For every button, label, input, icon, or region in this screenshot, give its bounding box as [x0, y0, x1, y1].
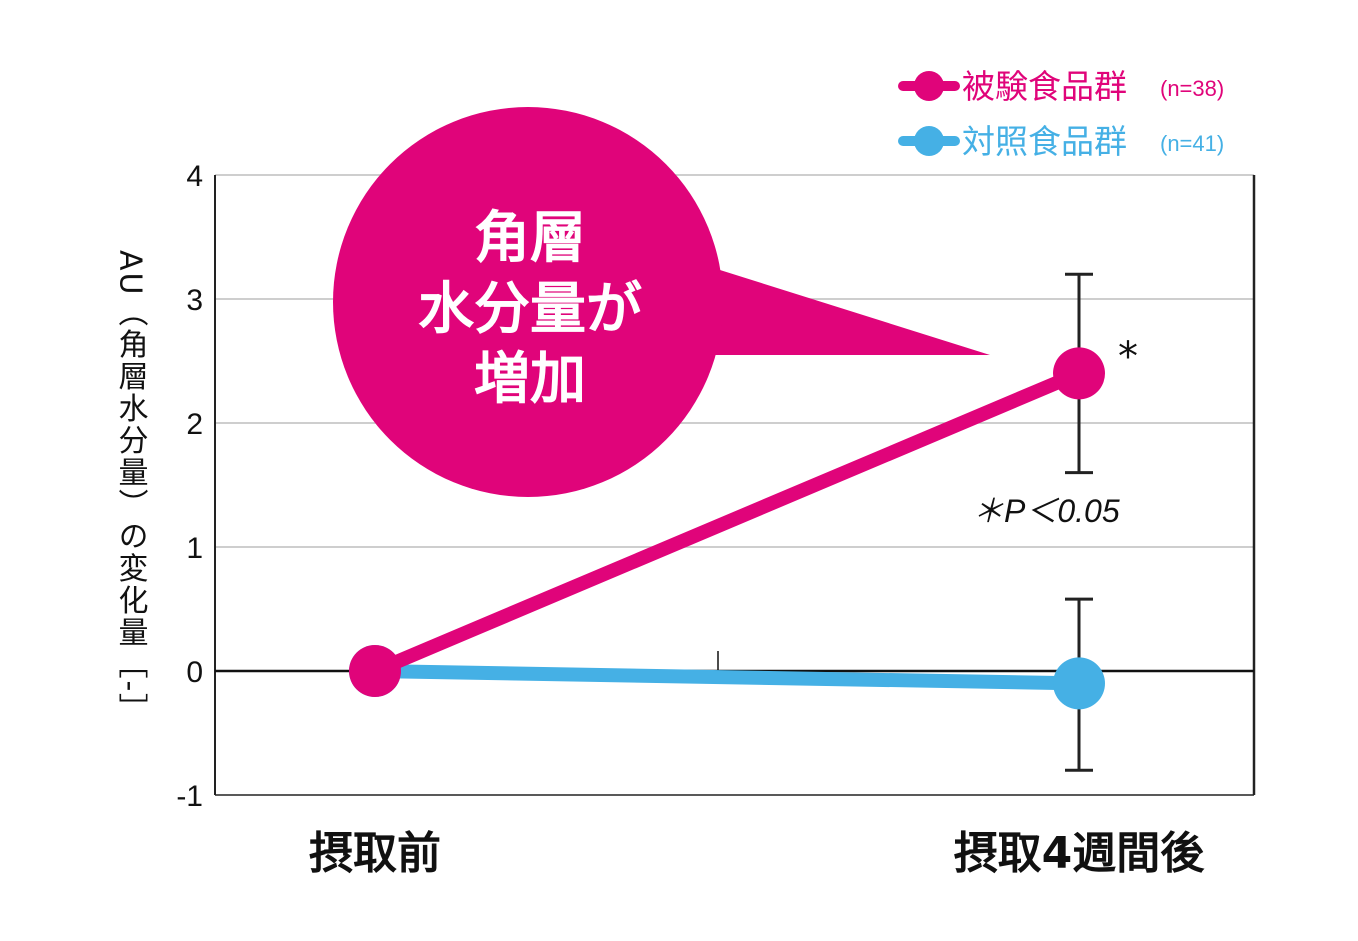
- legend-n-label: (n=41): [1160, 131, 1224, 156]
- y-tick-label: 3: [186, 284, 203, 317]
- legend: 被験食品群 (n=38) 対照食品群 (n=41): [898, 67, 1224, 161]
- series-line: [368, 366, 1086, 678]
- legend-n-label: (n=38): [1160, 76, 1224, 101]
- x-category-label: 摂取4週間後: [954, 828, 1206, 879]
- significance-star: *: [1118, 334, 1138, 380]
- series-control: [349, 597, 1105, 772]
- data-point: [349, 645, 401, 697]
- series-layer: [349, 272, 1105, 772]
- y-tick-label: 2: [186, 408, 203, 441]
- x-category-label: 摂取前: [309, 828, 441, 879]
- y-axis-label-text: AU（角層水分量）の変化量［-］: [113, 250, 149, 725]
- legend-label: 対照食品群: [962, 122, 1127, 161]
- legend-item: 被験食品群 (n=38): [898, 67, 1224, 106]
- y-tick-labels: 4 3 2 1 0 -1: [176, 160, 203, 813]
- legend-item: 対照食品群 (n=41): [898, 122, 1224, 161]
- callout-circle: [333, 107, 723, 497]
- y-tick-label: 1: [186, 532, 203, 565]
- y-tick-label: -1: [176, 780, 203, 813]
- y-tick-label: 4: [186, 160, 203, 193]
- callout-text-line: 水分量が: [418, 277, 642, 342]
- y-tick-label: 0: [186, 656, 203, 689]
- callout-text-line: 角層: [474, 206, 586, 271]
- legend-marker: [914, 126, 944, 156]
- y-axis-label: AU（角層水分量）の変化量［-］: [113, 250, 149, 725]
- annotations: * ＊P＜0.05: [972, 334, 1138, 529]
- callout-tail: [715, 270, 990, 355]
- category-labels: 摂取前 摂取4週間後: [309, 828, 1205, 879]
- data-point: [1053, 657, 1105, 710]
- legend-marker: [914, 71, 944, 101]
- callout-text-line: 増加: [474, 347, 586, 412]
- significance-note: ＊P＜0.05: [972, 493, 1120, 529]
- legend-label: 被験食品群: [962, 67, 1127, 106]
- series-test: [349, 272, 1105, 697]
- series-line: [368, 664, 1086, 691]
- data-point: [1053, 347, 1105, 400]
